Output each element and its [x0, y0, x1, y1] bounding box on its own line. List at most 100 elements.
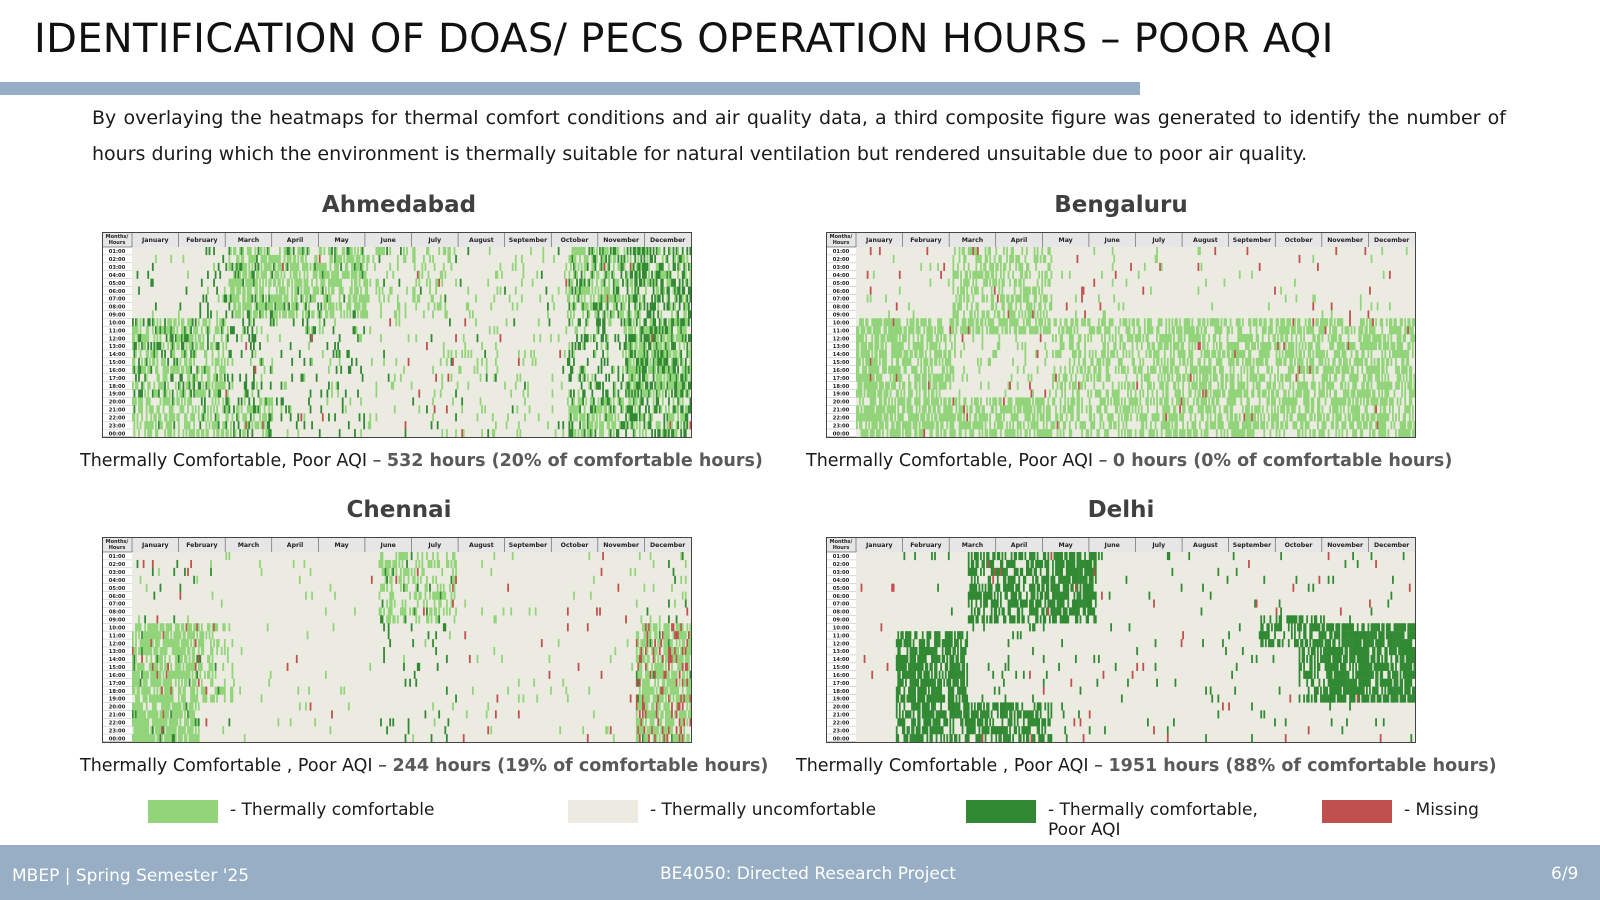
heatmap-cell	[248, 262, 251, 271]
heatmap-cell	[1091, 349, 1094, 359]
heatmap-cell	[233, 247, 235, 256]
heatmap-cell	[888, 310, 890, 319]
heatmap-cell	[243, 302, 246, 311]
heatmap-cell	[1078, 397, 1080, 406]
heatmap-cell	[891, 405, 893, 414]
heatmap-cell	[217, 413, 220, 422]
heatmap-cell	[683, 302, 686, 311]
heatmap-cell	[249, 278, 252, 287]
heatmap-cell	[680, 318, 683, 327]
heatmap-cell	[260, 397, 263, 406]
heatmap-cell	[903, 334, 906, 343]
heatmap-cell	[1179, 349, 1181, 359]
heatmap-cell	[966, 326, 969, 335]
heatmap-cell	[638, 405, 641, 414]
heatmap-cell	[450, 357, 453, 366]
heatmap-cell	[620, 397, 623, 406]
heatmap-cell	[645, 326, 647, 335]
heatmap-cell	[1131, 397, 1134, 406]
heatmap-cell	[911, 389, 913, 398]
heatmap-cell	[1096, 405, 1099, 414]
heatmap-cell	[237, 413, 240, 422]
heatmap-cell	[1180, 334, 1183, 343]
heatmap-cell	[652, 286, 655, 295]
heatmap-cell	[999, 294, 1002, 303]
heatmap-cell	[1078, 357, 1080, 366]
hour-tick-label: 17:00	[833, 376, 850, 382]
heatmap-cell	[657, 270, 660, 279]
heatmap-cell	[1146, 389, 1149, 398]
heatmap-cell	[1168, 405, 1171, 414]
heatmap-cell	[869, 286, 872, 295]
heatmap-cell	[1117, 365, 1120, 374]
heatmap-cell	[246, 278, 249, 287]
heatmap-cell	[926, 334, 929, 343]
heatmap-cell	[170, 413, 173, 422]
heatmap-cell	[1128, 381, 1131, 390]
heatmap-cell	[1218, 357, 1221, 366]
heatmap-cell	[908, 326, 910, 335]
heatmap-cell	[995, 278, 998, 287]
heatmap-cell	[955, 294, 958, 303]
heatmap-cell	[1029, 429, 1031, 438]
heatmap-cell	[242, 413, 245, 422]
heatmap-cell	[1176, 421, 1178, 430]
heatmap-cell	[1070, 397, 1073, 406]
heatmap-cell	[496, 326, 499, 335]
heatmap-cell	[132, 413, 134, 422]
heatmap-cell	[654, 357, 657, 366]
heatmap-cell	[167, 429, 169, 438]
heatmap-cell	[1052, 334, 1054, 343]
heatmap-cell	[878, 247, 881, 256]
heatmap-cell	[243, 262, 246, 271]
heatmap-cell	[643, 413, 646, 422]
heatmap-cell	[464, 349, 467, 359]
heatmap-cell	[966, 286, 969, 295]
heatmap-cell	[917, 342, 920, 351]
heatmap-cell	[1064, 405, 1067, 414]
heatmap-cell	[1018, 262, 1021, 271]
heatmap-cell	[645, 373, 647, 382]
heatmap-cell	[629, 270, 632, 279]
heatmap-cell	[1180, 326, 1183, 335]
heatmap-cell	[315, 286, 318, 295]
heatmap-cell	[1001, 405, 1004, 414]
heatmap-cell	[225, 413, 228, 422]
heatmap-cell	[632, 334, 635, 343]
heatmap-cell	[1116, 397, 1119, 406]
heatmap-cell	[1160, 334, 1163, 343]
heatmap-cell	[608, 254, 611, 264]
heatmap-cell	[963, 247, 965, 256]
heatmap-cell	[568, 357, 571, 366]
heatmap-cell	[892, 342, 895, 351]
heatmap-cell	[654, 349, 657, 359]
heatmap-cell	[168, 389, 171, 398]
heatmap-cell	[288, 254, 290, 264]
heatmap-cell	[900, 326, 903, 335]
heatmap-cell	[260, 262, 263, 271]
heatmap-cell	[139, 405, 142, 414]
heatmap-cell	[1019, 286, 1022, 295]
heatmap-cell	[871, 421, 874, 430]
heatmap-cell	[361, 247, 364, 256]
heatmap-cell	[1019, 278, 1022, 287]
hour-tick-label: 02:00	[109, 257, 126, 263]
heatmap-cell	[969, 405, 972, 414]
heatmap-cell	[246, 421, 249, 430]
heatmap-cell	[462, 334, 465, 343]
heatmap-cell	[335, 247, 338, 256]
heatmap-cell	[935, 421, 938, 430]
heatmap-cell	[652, 318, 655, 327]
heatmap-cell	[1200, 381, 1203, 390]
heatmap-cell	[889, 334, 892, 343]
heatmap-cell	[504, 286, 506, 295]
heatmap-cell	[338, 254, 341, 264]
heatmap-cell	[1035, 326, 1037, 335]
heatmap-cell	[935, 342, 938, 351]
heatmap-cell	[398, 302, 401, 311]
heatmap-cell	[857, 326, 860, 335]
heatmap-cell	[594, 334, 597, 343]
heatmap-cell	[280, 302, 283, 311]
heatmap-cell	[323, 318, 326, 327]
heatmap-cell	[946, 357, 949, 366]
